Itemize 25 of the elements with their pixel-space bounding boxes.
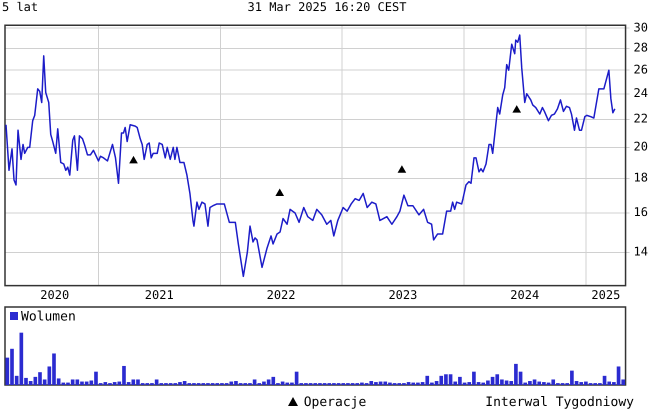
x-tick-label: 2023 (388, 288, 418, 302)
y-tick-label: 18 (634, 170, 648, 184)
point (398, 165, 406, 173)
y-tick-label: 30 (634, 20, 648, 34)
y-tick-label: 28 (634, 40, 648, 55)
legend-label: Wolumen (21, 309, 76, 324)
point (275, 188, 284, 196)
legend-label: Operacje (304, 395, 366, 410)
y-tick-label: 24 (634, 86, 648, 100)
y-tick-label: 20 (634, 140, 648, 154)
y-tick-label: 22 (634, 111, 648, 126)
chart-subtitle: 31 Mar 2025 16:20 CEST (248, 0, 406, 14)
bar (439, 376, 444, 385)
x-tick-label: 2020 (40, 288, 70, 302)
y-tick-label: 26 (634, 62, 648, 76)
point (129, 156, 138, 164)
x-tick-label: 2025 (591, 288, 620, 302)
y-tick-label: 14 (634, 244, 648, 258)
point (512, 105, 522, 113)
chart-title: 5 lat (2, 0, 38, 14)
x-tick-label: 2021 (144, 288, 174, 302)
y-tick-label: 16 (634, 205, 648, 220)
text: Interwal Tygodniowy (485, 394, 634, 412)
x-tick-label: 2022 (266, 288, 296, 302)
x-tick-label: 2024 (510, 288, 540, 302)
